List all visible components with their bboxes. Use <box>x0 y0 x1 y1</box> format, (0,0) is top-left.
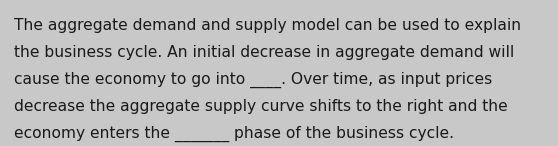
Text: The aggregate demand and supply model can be used to explain: The aggregate demand and supply model ca… <box>14 18 521 33</box>
Text: decrease the aggregate supply curve shifts to the right and the: decrease the aggregate supply curve shif… <box>14 99 508 114</box>
Text: economy enters the _______ phase of the business cycle.: economy enters the _______ phase of the … <box>14 126 454 142</box>
Text: the business cycle. An initial decrease in aggregate demand will: the business cycle. An initial decrease … <box>14 45 514 60</box>
Text: cause the economy to go into ____. Over time, as input prices: cause the economy to go into ____. Over … <box>14 72 492 88</box>
